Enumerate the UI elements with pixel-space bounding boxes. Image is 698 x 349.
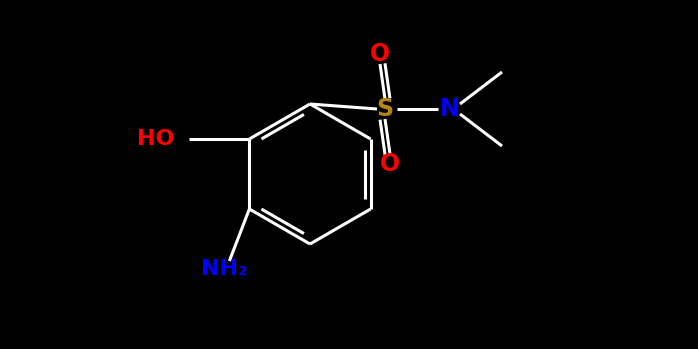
- Text: NH₂: NH₂: [201, 259, 248, 279]
- Text: HO: HO: [137, 129, 174, 149]
- Text: N: N: [440, 97, 460, 121]
- Text: S: S: [376, 97, 394, 121]
- Text: O: O: [370, 42, 390, 66]
- Text: O: O: [380, 152, 400, 176]
